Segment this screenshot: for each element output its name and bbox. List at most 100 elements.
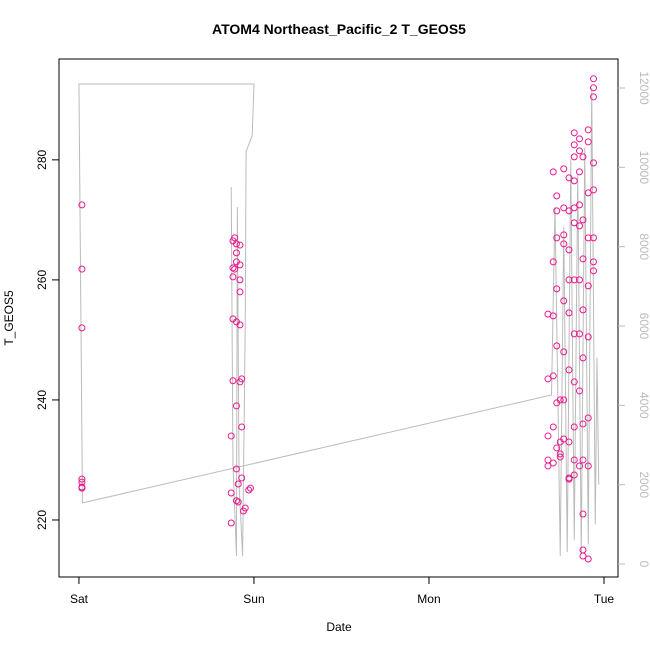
point: [232, 402, 240, 410]
point: [229, 377, 237, 385]
altitude-line: [78, 83, 600, 557]
point: [584, 138, 592, 146]
point: [565, 246, 573, 254]
point: [227, 489, 235, 497]
point: [560, 297, 568, 305]
point: [234, 480, 242, 488]
point: [553, 285, 561, 293]
point: [232, 249, 240, 257]
point: [570, 141, 578, 149]
point: [570, 330, 578, 338]
point: [236, 378, 244, 386]
point: [78, 484, 86, 492]
point: [556, 453, 564, 461]
y-tick-label: 240: [35, 390, 49, 410]
point: [570, 456, 578, 464]
point: [549, 312, 557, 320]
point: [584, 462, 592, 470]
y-tick-label: 280: [35, 150, 49, 170]
point: [556, 396, 564, 404]
point: [579, 420, 587, 428]
point: [78, 265, 86, 273]
point: [560, 204, 568, 212]
point: [575, 147, 583, 155]
point: [575, 222, 583, 230]
point: [560, 396, 568, 404]
point: [78, 324, 86, 332]
y2-tick-label: 12000: [637, 71, 650, 105]
point: [589, 267, 597, 275]
point: [236, 276, 244, 284]
point: [236, 241, 244, 249]
point: [544, 432, 552, 440]
point: [560, 231, 568, 239]
point: [565, 276, 573, 284]
point: [232, 465, 240, 473]
point: [579, 354, 587, 362]
y-tick-label: 220: [35, 510, 49, 530]
point: [236, 288, 244, 296]
point: [229, 273, 237, 281]
point: [239, 507, 247, 515]
x-tick-label: Tue: [594, 592, 615, 606]
point: [565, 366, 573, 374]
point: [78, 475, 86, 483]
point: [584, 333, 592, 341]
point: [589, 84, 597, 92]
point: [575, 168, 583, 176]
point: [560, 240, 568, 248]
point: [575, 330, 583, 338]
point: [570, 153, 578, 161]
point: [227, 432, 235, 440]
x-tick-label: Mon: [417, 592, 440, 606]
point: [570, 423, 578, 431]
point: [579, 510, 587, 518]
point: [246, 484, 254, 492]
point: [589, 93, 597, 101]
point: [584, 282, 592, 290]
point: [227, 519, 235, 527]
point: [584, 234, 592, 242]
point: [565, 207, 573, 215]
point: [245, 486, 253, 494]
point: [544, 462, 552, 470]
point: [553, 444, 561, 452]
point: [570, 129, 578, 137]
point: [560, 435, 568, 443]
point: [560, 165, 568, 173]
y2-tick-label: 2000: [637, 471, 650, 498]
point: [579, 552, 587, 560]
point: [589, 75, 597, 83]
point: [589, 159, 597, 167]
plot-box: [58, 58, 619, 578]
x-tick-label: Sun: [243, 592, 264, 606]
point: [570, 378, 578, 386]
point: [579, 306, 587, 314]
point: [579, 255, 587, 263]
point: [231, 265, 239, 273]
point: [575, 135, 583, 143]
point: [565, 438, 573, 446]
point: [232, 240, 240, 248]
point: [238, 423, 246, 431]
y-tick-label: 260: [35, 270, 49, 290]
point: [575, 201, 583, 209]
point: [549, 423, 557, 431]
point: [565, 475, 573, 483]
point: [584, 126, 592, 134]
point: [229, 264, 237, 272]
point: [549, 459, 557, 467]
point: [579, 153, 587, 161]
point: [565, 309, 573, 317]
point: [553, 192, 561, 200]
point: [575, 462, 583, 470]
point: [549, 258, 557, 266]
point: [570, 471, 578, 479]
point: [544, 375, 552, 383]
point: [556, 450, 564, 458]
point: [78, 201, 86, 209]
chart-title: ATOM4 Northeast_Pacific_2 T_GEOS5: [212, 21, 466, 37]
point: [570, 219, 578, 227]
point: [236, 261, 244, 269]
